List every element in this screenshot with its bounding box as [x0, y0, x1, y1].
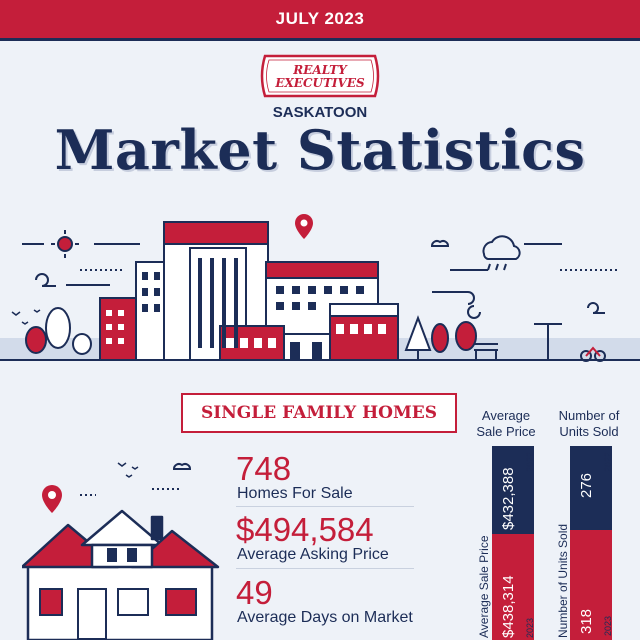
header-banner: JULY 2023: [0, 0, 640, 41]
rain-cloud-icon: [482, 235, 521, 271]
units-2023-value: 318: [578, 608, 595, 634]
report-date: JULY 2023: [275, 9, 365, 28]
units-2022-bar: [570, 446, 612, 530]
logo-line2: EXECUTIVES: [274, 76, 365, 90]
price-2023-bar: [492, 534, 534, 640]
average-days-on-market-value: 49: [236, 574, 273, 611]
average-sale-price-heading: Average Sale Price: [476, 408, 536, 439]
units-sold-heading: Number of Units Sold: [558, 408, 620, 439]
price-2023-value: $438,314: [500, 575, 517, 638]
price-2022-year: 2022: [525, 451, 535, 472]
location-pin-icon: [42, 485, 62, 513]
average-sale-price-side-label: Average Sale Price: [477, 535, 491, 638]
cloud-icon: [172, 463, 192, 470]
homes-for-sale-label: Homes For Sale: [237, 485, 353, 502]
section-title: SINGLE FAMILY HOMES: [201, 403, 437, 423]
bench-icon: [474, 343, 498, 360]
logo-line1: REALTY: [292, 63, 348, 77]
tree-icon: [25, 307, 477, 360]
units-2023-bar: [570, 530, 612, 640]
house-illustration: [22, 462, 220, 640]
page-title: Market Statistics: [54, 118, 586, 182]
birds-icon: [11, 309, 41, 325]
units-2022-year: 2022: [603, 451, 613, 472]
section-badge: SINGLE FAMILY HOMES: [181, 393, 457, 433]
city-skyline-illustration: [0, 214, 640, 362]
average-asking-price-value: $494,584: [236, 511, 374, 548]
city-name: SASKATOON: [272, 104, 368, 121]
price-2022-bar: [492, 446, 534, 534]
units-sold-side-label: Number of Units Sold: [556, 523, 570, 638]
cyclist-icon: [580, 346, 606, 362]
cloud-icon: [430, 240, 450, 247]
units-2022-value: 276: [578, 472, 595, 498]
street-lamp-icon: [534, 323, 562, 360]
units-2023-year: 2023: [603, 615, 613, 636]
divider: [236, 506, 414, 507]
realty-executives-logo: REALTY EXECUTIVES: [260, 54, 380, 98]
homes-for-sale-value: 748: [236, 450, 292, 487]
price-2023-year: 2023: [525, 617, 535, 638]
birds-icon: [117, 462, 139, 478]
sun-icon: [51, 230, 79, 258]
average-asking-price-label: Average Asking Price: [237, 546, 389, 563]
average-days-on-market-label: Average Days on Market: [237, 609, 413, 626]
price-2022-value: $432,388: [500, 467, 517, 530]
wind-icon: [35, 273, 56, 287]
location-pin-icon: [295, 214, 313, 239]
divider: [236, 568, 414, 569]
